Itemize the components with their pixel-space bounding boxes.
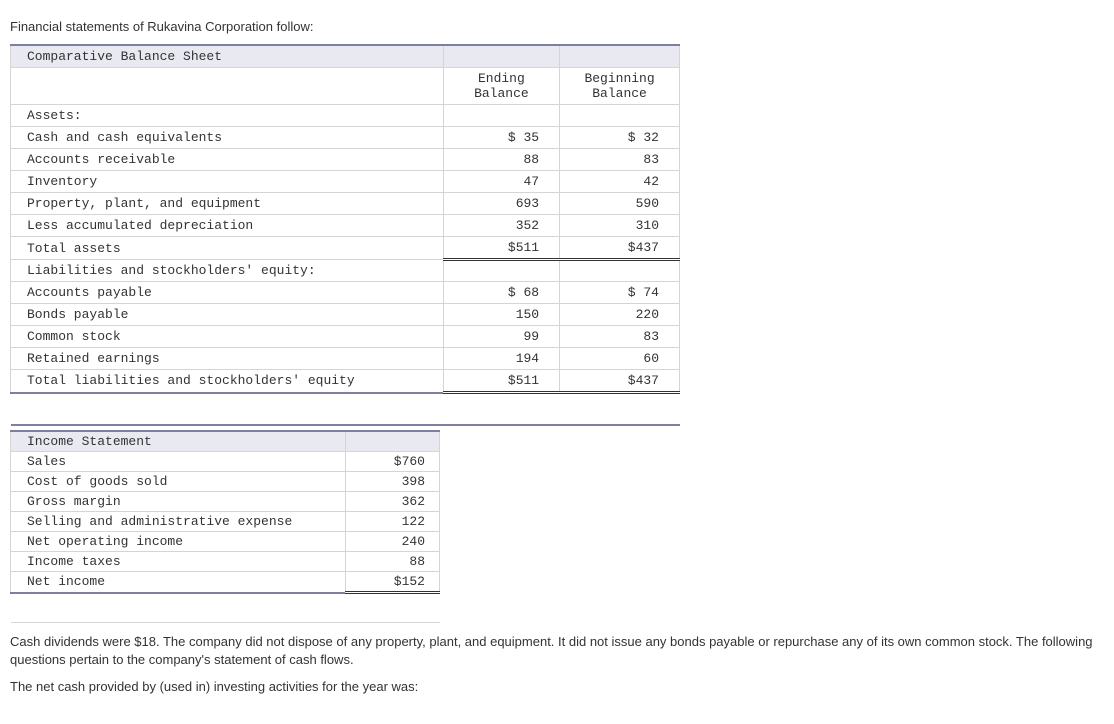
balance-sheet-table: Comparative Balance Sheet EndingBalance … xyxy=(10,44,680,426)
balance-sheet-title: Comparative Balance Sheet xyxy=(11,45,444,68)
blank-cell xyxy=(443,105,559,127)
income-statement-table: Income Statement Sales$760Cost of goods … xyxy=(10,430,440,623)
table-row: Income taxes88 xyxy=(11,552,440,572)
row-label: Cash and cash equivalents xyxy=(11,127,444,149)
row-label: Accounts payable xyxy=(11,282,444,304)
total-assets-ending: $511 xyxy=(443,237,559,260)
col-header-beginning: BeginningBalance xyxy=(560,68,680,105)
table-row: Bonds payable150220 xyxy=(11,304,680,326)
row-ending: 99 xyxy=(443,326,559,348)
table-row: Less accumulated depreciation352310 xyxy=(11,215,680,237)
row-ending: $ 35 xyxy=(443,127,559,149)
row-beginning: 220 xyxy=(560,304,680,326)
row-value: $152 xyxy=(345,572,439,593)
row-label: Common stock xyxy=(11,326,444,348)
blank-cell xyxy=(560,260,680,282)
table-row: Net income$152 xyxy=(11,572,440,593)
row-ending: 47 xyxy=(443,171,559,193)
question-prompt: The net cash provided by (used in) inves… xyxy=(10,678,1104,696)
row-ending: 352 xyxy=(443,215,559,237)
row-value: 240 xyxy=(345,532,439,552)
row-ending: 150 xyxy=(443,304,559,326)
row-label: Accounts receivable xyxy=(11,149,444,171)
row-ending: 693 xyxy=(443,193,559,215)
row-label: Sales xyxy=(11,452,346,472)
blank-cell xyxy=(560,45,680,68)
blank-cell xyxy=(11,68,444,105)
col-header-ending: EndingBalance xyxy=(443,68,559,105)
table-row: Common stock9983 xyxy=(11,326,680,348)
table-row: Accounts receivable8883 xyxy=(11,149,680,171)
table-spacer xyxy=(11,593,440,623)
row-beginning: 83 xyxy=(560,149,680,171)
row-ending: 88 xyxy=(443,149,559,171)
row-label: Net income xyxy=(11,572,346,593)
total-assets-label: Total assets xyxy=(11,237,444,260)
table-row: Net operating income240 xyxy=(11,532,440,552)
row-beginning: $ 32 xyxy=(560,127,680,149)
row-value: 398 xyxy=(345,472,439,492)
table-row: Inventory4742 xyxy=(11,171,680,193)
row-beginning: 60 xyxy=(560,348,680,370)
table-row: Cash and cash equivalents$ 35$ 32 xyxy=(11,127,680,149)
total-liab-ending: $511 xyxy=(443,370,559,393)
blank-cell xyxy=(443,260,559,282)
row-label: Bonds payable xyxy=(11,304,444,326)
row-beginning: 590 xyxy=(560,193,680,215)
table-row: Gross margin362 xyxy=(11,492,440,512)
row-label: Retained earnings xyxy=(11,348,444,370)
row-label: Cost of goods sold xyxy=(11,472,346,492)
row-beginning: 42 xyxy=(560,171,680,193)
row-ending: $ 68 xyxy=(443,282,559,304)
row-label: Inventory xyxy=(11,171,444,193)
table-row: Selling and administrative expense122 xyxy=(11,512,440,532)
intro-text: Financial statements of Rukavina Corpora… xyxy=(10,18,1104,36)
row-label: Income taxes xyxy=(11,552,346,572)
row-label: Property, plant, and equipment xyxy=(11,193,444,215)
table-row: Cost of goods sold398 xyxy=(11,472,440,492)
outro-text: Cash dividends were $18. The company did… xyxy=(10,633,1104,669)
row-value: 362 xyxy=(345,492,439,512)
row-beginning: 310 xyxy=(560,215,680,237)
section-assets: Assets: xyxy=(11,105,444,127)
row-value: 88 xyxy=(345,552,439,572)
row-beginning: $ 74 xyxy=(560,282,680,304)
table-row: Sales$760 xyxy=(11,452,440,472)
row-beginning: 83 xyxy=(560,326,680,348)
row-value: 122 xyxy=(345,512,439,532)
row-label: Gross margin xyxy=(11,492,346,512)
total-liab-label: Total liabilities and stockholders' equi… xyxy=(11,370,444,393)
blank-cell xyxy=(443,45,559,68)
blank-cell xyxy=(345,431,439,452)
section-liabilities: Liabilities and stockholders' equity: xyxy=(11,260,444,282)
blank-cell xyxy=(560,105,680,127)
row-ending: 194 xyxy=(443,348,559,370)
row-label: Less accumulated depreciation xyxy=(11,215,444,237)
row-value: $760 xyxy=(345,452,439,472)
row-label: Net operating income xyxy=(11,532,346,552)
row-label: Selling and administrative expense xyxy=(11,512,346,532)
table-spacer xyxy=(11,393,680,426)
table-row: Retained earnings19460 xyxy=(11,348,680,370)
income-statement-title: Income Statement xyxy=(11,431,346,452)
total-assets-beginning: $437 xyxy=(560,237,680,260)
total-liab-beginning: $437 xyxy=(560,370,680,393)
table-row: Property, plant, and equipment693590 xyxy=(11,193,680,215)
table-row: Accounts payable$ 68$ 74 xyxy=(11,282,680,304)
